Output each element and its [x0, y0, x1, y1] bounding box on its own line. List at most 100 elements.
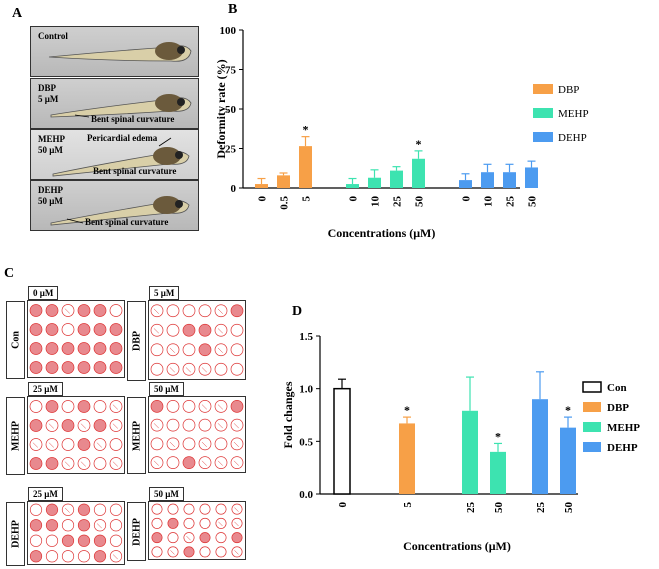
larva-drawing	[48, 42, 192, 62]
well-trace	[217, 423, 223, 429]
plate-well	[182, 304, 196, 318]
plate-well	[45, 503, 59, 516]
plate-well	[93, 419, 107, 432]
plate-well	[183, 546, 195, 558]
plate-well	[29, 400, 43, 413]
plate-well	[109, 400, 123, 413]
fish-note: Bent spinal curvature	[85, 217, 169, 227]
well-trace	[201, 460, 207, 466]
bar-dbp	[299, 146, 312, 188]
fish-image-control: Control	[30, 26, 199, 77]
plate-well	[214, 456, 228, 469]
fish-note: Pericardial edema	[87, 133, 158, 143]
plate-row-label: MEHP	[6, 397, 25, 475]
larva-drawing	[50, 94, 192, 118]
legend-swatch	[583, 402, 601, 412]
well-trace	[112, 461, 118, 467]
well-trace	[201, 404, 207, 410]
plate-well	[150, 418, 164, 432]
bar-con	[333, 387, 351, 495]
plate-well	[167, 517, 179, 529]
larva-drawing	[52, 137, 190, 177]
plate-well	[29, 534, 43, 547]
plate-image: Con 0 μM	[6, 286, 125, 379]
plate-well	[230, 304, 244, 318]
plate-well	[166, 400, 180, 413]
plate-well	[109, 438, 123, 451]
significance-mark: *	[404, 403, 410, 417]
well-trace	[217, 328, 223, 334]
plate-well	[166, 304, 180, 318]
plate-well	[231, 532, 243, 544]
x-tick-label: 50	[563, 502, 575, 514]
plate-well	[214, 323, 228, 337]
plate-well	[215, 546, 227, 558]
plate-well	[109, 503, 123, 516]
well-trace	[153, 328, 159, 334]
plate-well	[198, 323, 212, 337]
plate-well	[93, 323, 107, 336]
larva-drawing	[50, 196, 190, 226]
plate-well	[199, 503, 211, 515]
bar-mehp	[462, 410, 478, 494]
significance-mark: *	[303, 123, 309, 137]
plate-well	[166, 343, 180, 357]
plate-well	[198, 304, 212, 318]
plate-well	[29, 304, 43, 317]
plate-well	[29, 419, 43, 432]
plate-well	[61, 400, 75, 413]
plate-well	[150, 362, 164, 376]
legend-label: MEHP	[607, 422, 640, 434]
well-trace	[64, 308, 70, 314]
plate-well	[199, 546, 211, 558]
plate-well	[93, 550, 107, 563]
y-tick-label: 0	[231, 183, 237, 195]
plate-well	[215, 517, 227, 529]
plate-well	[166, 437, 180, 451]
well-trace	[153, 423, 159, 429]
bar-mehp	[346, 184, 359, 188]
plate-well	[61, 419, 75, 432]
plate-well	[198, 343, 212, 357]
x-tick-label: 25	[392, 196, 404, 208]
well-trace	[201, 367, 207, 373]
x-axis-label: Concentrations (μM)	[328, 226, 436, 240]
x-tick-label: 0	[257, 196, 269, 202]
plate-well	[230, 437, 244, 451]
plate-well	[29, 361, 43, 374]
plate-concentration: 50 μM	[149, 382, 184, 396]
plate-well	[166, 418, 180, 432]
x-tick-label: 10	[483, 196, 495, 208]
well-trace	[170, 550, 175, 555]
fish-label: DEHP	[38, 185, 64, 195]
plate-well	[231, 503, 243, 515]
fish-label: DBP	[38, 83, 56, 93]
plate-well	[61, 342, 75, 355]
plate-well	[77, 361, 91, 374]
plate-well	[29, 519, 43, 532]
plate-well	[150, 323, 164, 337]
plate-well	[109, 323, 123, 336]
x-tick-label: 5	[301, 196, 313, 202]
plate-well	[150, 400, 164, 413]
bar-dbp	[255, 184, 268, 188]
plate-well	[45, 419, 59, 432]
plate-well	[61, 323, 75, 336]
plate-row-label: MEHP	[127, 397, 146, 474]
significance-mark: *	[495, 429, 501, 443]
plate-well	[182, 343, 196, 357]
plate-well	[182, 456, 196, 469]
well-trace	[169, 441, 175, 448]
plate-row-label-text: MEHP	[10, 421, 21, 451]
bar-dehp	[503, 172, 516, 188]
well-trace	[48, 442, 54, 448]
plate-well	[109, 342, 123, 355]
plate-well	[182, 418, 196, 432]
plate-well	[167, 503, 179, 515]
plate-well	[45, 457, 59, 470]
plate-row-label: DBP	[127, 301, 146, 381]
plate-row-label: DEHP	[127, 502, 146, 561]
well-trace	[234, 521, 239, 527]
plate-well	[182, 323, 196, 337]
